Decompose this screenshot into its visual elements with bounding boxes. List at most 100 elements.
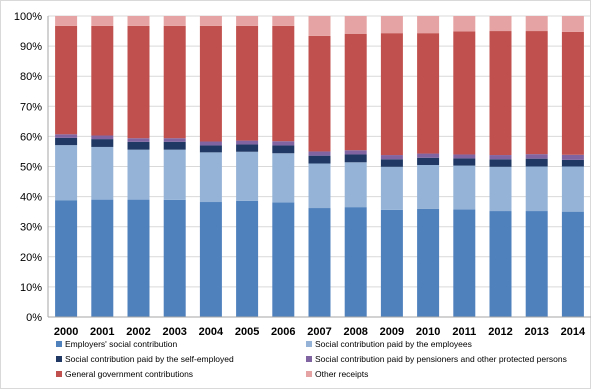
- y-tick-label: 30%: [20, 222, 42, 234]
- bar-segment-2006-series-4: [272, 25, 295, 142]
- bar-segment-2007-series-0: [308, 208, 331, 317]
- legend-label: Social contribution paid by the employee…: [315, 339, 472, 349]
- bar-segment-2010-series-0: [417, 208, 440, 317]
- bar-segment-2001-series-0: [91, 199, 114, 317]
- x-tick-label: 2010: [416, 326, 440, 338]
- bar-segment-2000-series-3: [55, 134, 78, 138]
- legend-label: Other receipts: [315, 369, 368, 379]
- legend-swatch: [56, 341, 62, 347]
- bar-segment-2007-series-3: [308, 151, 331, 156]
- bar-segment-2005-series-0: [236, 200, 259, 317]
- x-tick-label: 2008: [343, 326, 367, 338]
- bar-segment-2011-series-4: [453, 31, 476, 155]
- legend-swatch: [56, 356, 62, 362]
- bar-segment-2009-series-5: [380, 16, 403, 34]
- bar-segment-2008-series-2: [344, 154, 367, 163]
- bar-segment-2009-series-4: [380, 33, 403, 156]
- x-tick-label: 2006: [271, 326, 295, 338]
- bar-segment-2004-series-3: [199, 141, 222, 146]
- y-tick-label: 40%: [20, 192, 42, 204]
- bar-segment-2000-series-4: [55, 25, 78, 135]
- x-tick-label: 2002: [126, 326, 150, 338]
- legend-swatch: [306, 341, 312, 347]
- x-tick-label: 2003: [162, 326, 186, 338]
- bar-segment-2013-series-2: [525, 158, 548, 167]
- bar-segment-2004-series-5: [199, 16, 222, 26]
- y-tick-label: 100%: [14, 11, 42, 23]
- bar-segment-2014-series-4: [561, 31, 584, 155]
- x-tick-label: 2014: [561, 326, 586, 338]
- bar-segment-2011-series-2: [453, 158, 476, 166]
- bar-segment-2000-series-1: [55, 145, 78, 201]
- y-tick-label: 50%: [20, 162, 42, 174]
- bar-segment-2012-series-0: [489, 211, 512, 317]
- bar-segment-2004-series-1: [199, 152, 222, 203]
- bar-segment-2011-series-5: [453, 16, 476, 32]
- bar-segment-2011-series-3: [453, 154, 476, 159]
- bar-segment-2001-series-3: [91, 135, 114, 140]
- bar-segment-2001-series-4: [91, 25, 114, 136]
- bar-segment-2011-series-1: [453, 165, 476, 210]
- y-tick-label: 80%: [20, 71, 42, 83]
- legend-swatch: [306, 371, 312, 377]
- bar-segment-2013-series-4: [525, 31, 548, 155]
- x-tick-label: 2007: [307, 326, 331, 338]
- bar-segment-2003-series-0: [163, 199, 186, 317]
- bar-segment-2005-series-2: [236, 144, 259, 152]
- bar-segment-2012-series-4: [489, 31, 512, 156]
- bar-segment-2009-series-3: [380, 155, 403, 160]
- bar-segment-2001-series-1: [91, 146, 114, 200]
- bar-segment-2004-series-4: [199, 25, 222, 142]
- bar-segment-2006-series-5: [272, 16, 295, 26]
- axes: 0% 10% 20% 30% 40% 50% 60% 70% 80% 90% 100% 2000 200…: [14, 11, 591, 338]
- bar-segment-2007-series-5: [308, 16, 331, 36]
- legend-swatch: [56, 371, 62, 377]
- bar-segment-2003-series-5: [163, 16, 186, 26]
- bar-segment-2008-series-5: [344, 16, 367, 34]
- bar-segment-2008-series-1: [344, 162, 367, 208]
- bar-segment-2000-series-2: [55, 137, 78, 146]
- x-tick-label: 2004: [199, 326, 224, 338]
- x-tick-label: 2005: [235, 326, 259, 338]
- legend-swatch: [306, 356, 312, 362]
- bar-segment-2002-series-1: [127, 149, 150, 200]
- y-tick-label: 60%: [20, 131, 42, 143]
- x-tick-label: 2011: [452, 326, 476, 338]
- x-tick-label: 2000: [54, 326, 78, 338]
- bar-segment-2003-series-1: [163, 149, 186, 200]
- bar-segment-2002-series-5: [127, 16, 150, 26]
- bar-segment-2012-series-3: [489, 155, 512, 160]
- bars: [55, 16, 584, 317]
- bar-segment-2001-series-5: [91, 16, 114, 26]
- x-tick-label: 2009: [380, 326, 404, 338]
- bar-segment-2001-series-2: [91, 139, 114, 147]
- bar-segment-2007-series-4: [308, 35, 331, 152]
- bar-segment-2010-series-3: [417, 153, 440, 158]
- x-tick-label: 2013: [524, 326, 548, 338]
- bar-segment-2008-series-3: [344, 150, 367, 155]
- bar-segment-2008-series-4: [344, 33, 367, 151]
- bar-segment-2013-series-1: [525, 166, 548, 212]
- bar-segment-2006-series-3: [272, 141, 295, 146]
- bar-segment-2004-series-0: [199, 202, 222, 317]
- bar-segment-2003-series-2: [163, 141, 186, 150]
- bar-segment-2014-series-2: [561, 159, 584, 167]
- bar-segment-2014-series-3: [561, 154, 584, 160]
- bar-segment-2006-series-2: [272, 145, 295, 154]
- legend-label: Social contribution paid by pensioners a…: [315, 354, 567, 364]
- bar-segment-2009-series-0: [380, 209, 403, 317]
- bar-segment-2003-series-4: [163, 25, 186, 139]
- bar-segment-2002-series-2: [127, 141, 150, 150]
- bar-segment-2013-series-5: [525, 16, 548, 32]
- legend: Employers' social contribution Social con…: [56, 339, 567, 379]
- bar-segment-2000-series-5: [55, 16, 78, 26]
- bar-segment-2014-series-1: [561, 166, 584, 212]
- bar-segment-2002-series-0: [127, 199, 150, 317]
- bar-segment-2006-series-0: [272, 202, 295, 317]
- bar-segment-2002-series-4: [127, 25, 150, 139]
- bar-segment-2005-series-5: [236, 16, 259, 26]
- bar-segment-2012-series-5: [489, 16, 512, 32]
- bar-segment-2013-series-0: [525, 211, 548, 317]
- bar-segment-2010-series-4: [417, 33, 440, 154]
